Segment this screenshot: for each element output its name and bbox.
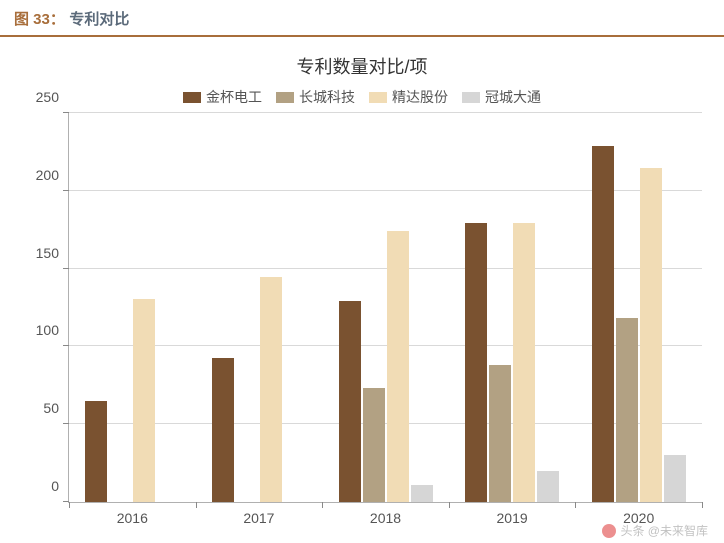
plot: 05010015020025020162017201820192020	[68, 113, 702, 503]
y-tick-label: 100	[36, 322, 59, 338]
bar-cluster	[85, 299, 179, 502]
watermark-icon	[602, 524, 616, 538]
x-tick-mark	[196, 502, 197, 508]
figure-number: 图 33：	[14, 11, 65, 28]
figure-title: 专利对比	[69, 11, 129, 28]
legend-swatch	[183, 92, 201, 103]
legend-label: 长城科技	[299, 87, 355, 107]
bar	[260, 277, 282, 502]
x-tick-mark	[322, 502, 323, 508]
y-tick-mark	[63, 268, 69, 269]
legend-swatch	[369, 92, 387, 103]
legend-label: 冠城大通	[485, 87, 541, 107]
bar	[85, 401, 107, 502]
legend-item: 冠城大通	[462, 87, 541, 107]
legend-item: 金杯电工	[183, 87, 262, 107]
y-tick-mark	[63, 190, 69, 191]
x-tick-label: 2017	[243, 510, 274, 526]
gridline	[69, 112, 702, 113]
bar	[616, 318, 638, 502]
bar	[363, 388, 385, 502]
bar	[537, 471, 559, 502]
plot-wrapper: 05010015020025020162017201820192020	[68, 113, 702, 503]
bar	[640, 168, 662, 502]
watermark: 头条 @未来智库	[602, 522, 708, 539]
legend-item: 精达股份	[369, 87, 448, 107]
watermark-text: 头条 @未来智库	[620, 522, 708, 539]
legend-label: 金杯电工	[206, 87, 262, 107]
bar	[387, 231, 409, 502]
legend-swatch	[276, 92, 294, 103]
bar	[592, 146, 614, 502]
figure-header: 图 33： 专利对比	[0, 0, 724, 37]
legend-swatch	[462, 92, 480, 103]
y-tick-label: 150	[36, 245, 59, 261]
y-tick-label: 50	[43, 400, 59, 416]
chart-title: 专利数量对比/项	[10, 53, 714, 79]
y-tick-label: 200	[36, 167, 59, 183]
bar	[133, 299, 155, 502]
bar	[411, 485, 433, 502]
bar-cluster	[465, 223, 559, 502]
bar-cluster	[339, 231, 433, 502]
x-tick-label: 2016	[117, 510, 148, 526]
x-tick-label: 2019	[497, 510, 528, 526]
bar-cluster	[592, 146, 686, 502]
x-tick-mark	[449, 502, 450, 508]
y-tick-mark	[63, 112, 69, 113]
legend-item: 长城科技	[276, 87, 355, 107]
y-tick-label: 250	[36, 89, 59, 105]
x-tick-mark	[702, 502, 703, 508]
bar	[664, 455, 686, 502]
y-tick-mark	[63, 423, 69, 424]
chart-area: 专利数量对比/项 金杯电工长城科技精达股份冠城大通 05010015020025…	[0, 37, 724, 503]
y-tick-mark	[63, 345, 69, 346]
x-tick-mark	[575, 502, 576, 508]
bar-cluster	[212, 277, 306, 502]
x-tick-mark	[69, 502, 70, 508]
y-tick-label: 0	[51, 478, 59, 494]
bar	[212, 358, 234, 502]
legend: 金杯电工 长城科技 精达股份 冠城大通	[10, 87, 714, 107]
x-tick-label: 2018	[370, 510, 401, 526]
bar	[465, 223, 487, 502]
bar	[489, 365, 511, 502]
bar	[513, 223, 535, 502]
bar	[339, 301, 361, 502]
legend-label: 精达股份	[392, 87, 448, 107]
